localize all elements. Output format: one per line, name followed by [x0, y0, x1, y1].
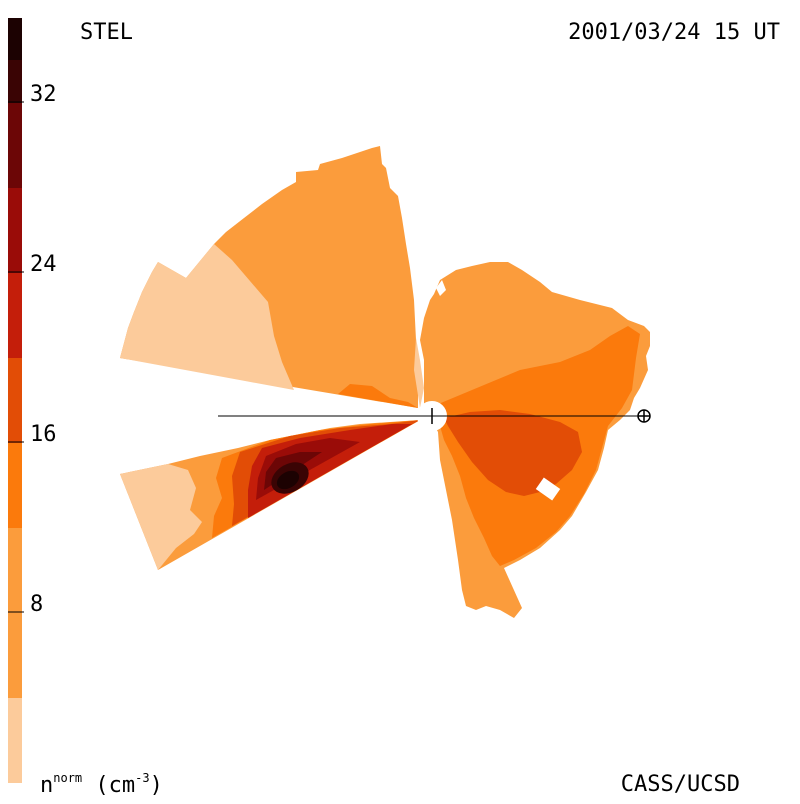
colorbar: [8, 18, 24, 783]
missing-data-gap: [535, 477, 561, 501]
sector-lower-left: [120, 420, 420, 570]
unit-base: n: [40, 773, 54, 798]
earth-icon: [637, 409, 651, 423]
unit-close: ): [149, 773, 163, 798]
colorbar-band: [8, 698, 22, 783]
unit-exponent: -3: [135, 771, 150, 785]
unit-text: (cm: [82, 773, 136, 798]
datetime-label: 2001/03/24 15 UT: [568, 20, 780, 45]
colorbar-band: [8, 18, 22, 60]
colorbar-band: [8, 358, 22, 443]
unit-label: nnorm (cm-3): [40, 772, 163, 797]
station-label: STEL: [80, 20, 133, 45]
colorbar-band: [8, 103, 22, 188]
colorbar-tick-label: 8: [30, 592, 44, 617]
colorbar-tick-label: 32: [30, 82, 57, 107]
colorbar-tick-label: 24: [30, 252, 57, 277]
colorbar-tick-label: 16: [30, 422, 57, 447]
colorbar-band: [8, 60, 22, 103]
sector-right: [420, 262, 650, 618]
colorbar-band: [8, 528, 22, 698]
sector-upper-left: [120, 146, 424, 408]
colorbar-band: [8, 273, 22, 358]
credit-label: CASS/UCSD: [620, 772, 740, 797]
colorbar-band: [8, 443, 22, 528]
unit-superscript: norm: [53, 771, 83, 785]
colorbar-band: [8, 188, 22, 273]
